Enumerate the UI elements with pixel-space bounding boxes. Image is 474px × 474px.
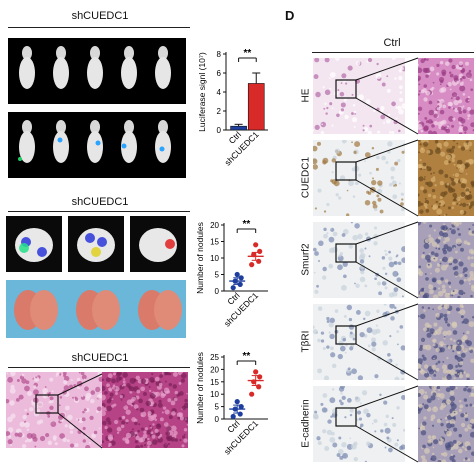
panel-c-header: shCUEDC1 [71,352,129,364]
tissue-zoom-2 [418,222,474,298]
row-label-1: CUEDC1 [300,156,312,199]
y-tick-label: 20 [210,221,219,230]
y-tick-label: 2 [217,107,222,116]
panel-c-rule [8,367,190,368]
data-point [249,262,255,268]
y-axis-label: Number of nodules [195,222,205,294]
mouse-image [121,46,137,89]
lung-luciferase-image-2 [68,216,124,272]
gross-lung-photos [6,280,186,338]
y-tick-label: 0 [215,287,220,296]
he-lung-section-zoom [102,372,188,448]
panel-a-rule [8,27,190,28]
bar [247,83,265,131]
y-tick-label: 15 [210,238,219,247]
tissue-overview-0 [313,58,405,134]
y-tick-label: 6 [217,69,222,78]
mouse-image [87,46,103,89]
row-label-0: HE [300,88,312,103]
mouse-image [155,46,171,89]
mice-dorsal-panel [8,38,186,104]
tissue-overview-2 [313,222,405,298]
mouse-image [87,120,103,163]
tissue-overview-3 [313,304,405,380]
data-point [237,411,243,417]
panel-d-header: Ctrl [383,37,401,49]
y-tick-label: 25 [210,353,219,362]
mice-ventral-panel [8,112,186,178]
data-point [238,275,244,281]
tissue-overview-1 [313,140,405,216]
data-point [230,413,236,420]
significance-label: ** [243,351,251,362]
y-axis-label: Luciferase signl (10⁷) [197,52,207,132]
y-tick-label: 5 [215,271,220,280]
lung-luciferase-image-3 [130,216,186,272]
bar [230,125,247,131]
y-tick-label: 0 [217,126,222,135]
panel-b-rule [8,211,190,212]
panel-b-header: shCUEDC1 [71,196,129,208]
tissue-overview-4 [313,386,405,462]
y-tick-label: 10 [210,390,219,399]
y-tick-label: 8 [217,50,222,59]
data-point [249,391,255,397]
mouse-image [19,46,35,89]
mouse-image [18,120,35,163]
significance-label: ** [244,48,252,59]
y-tick-label: 10 [210,254,219,263]
data-point [256,258,262,264]
data-point [230,285,236,291]
data-point [253,369,259,375]
panel-d-rule [312,52,474,53]
tissue-zoom-3 [418,304,474,380]
tissue-zoom-4 [418,386,474,462]
row-label-2: Smurf2 [300,243,312,276]
he-lung-section-overview [6,372,102,448]
mouse-image [121,120,137,163]
y-tick-label: 20 [210,365,219,374]
mouse-image [53,46,69,89]
lung-luciferase-image-1 [6,216,62,272]
panel-a-header: shCUEDC1 [71,10,129,22]
y-tick-label: 4 [217,88,222,97]
data-point [257,248,263,254]
panel-d-letter: D [285,8,295,23]
panel-c-zoom-lines [35,373,103,449]
mouse-image [155,120,171,163]
row-label-4: E-cadherin [300,399,312,448]
data-point [257,374,263,380]
x-category-label: shCUEDC1 [223,129,261,167]
y-tick-label: 0 [215,415,220,424]
tissue-zoom-1 [418,140,474,216]
data-point [256,384,262,390]
row-label-3: TβRI [300,330,312,353]
mouse-image [53,120,69,163]
tissue-zoom-0 [418,58,474,134]
data-point [234,271,240,278]
data-point [253,242,259,248]
data-point [234,399,240,405]
y-tick-label: 5 [215,403,220,412]
y-tick-label: 15 [210,378,219,387]
significance-label: ** [243,219,251,230]
y-axis-label: Number of nodules [195,352,205,424]
